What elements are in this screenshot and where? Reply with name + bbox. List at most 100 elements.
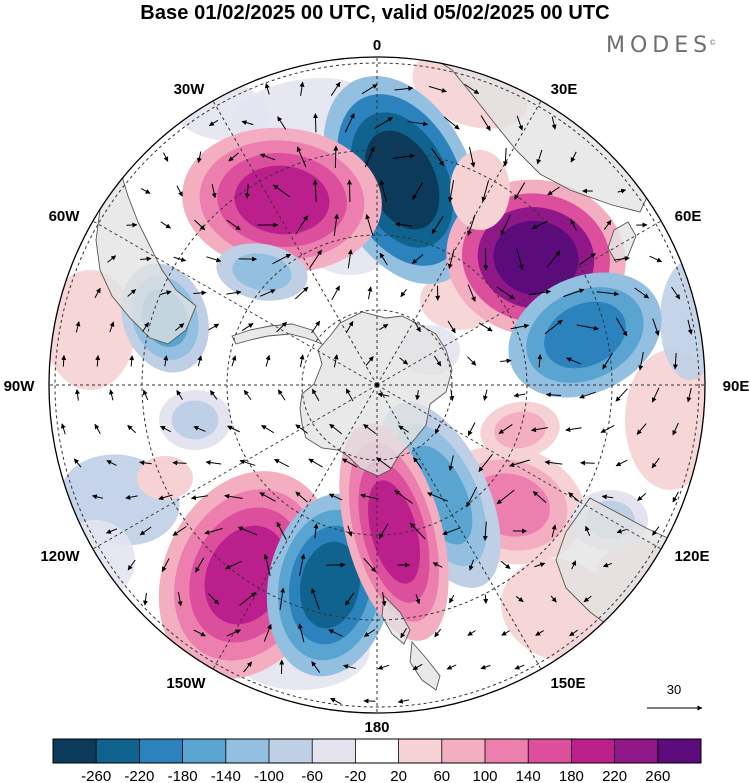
wind-vector bbox=[299, 354, 305, 368]
wind-vector bbox=[544, 319, 563, 335]
wind-vector bbox=[73, 458, 82, 468]
wind-vector bbox=[478, 454, 493, 473]
wind-vector bbox=[636, 423, 647, 435]
wind-vector bbox=[139, 460, 152, 466]
wind-vector bbox=[277, 116, 287, 130]
wind-vector bbox=[467, 356, 477, 366]
wind-vector bbox=[237, 526, 258, 536]
wind-vector bbox=[537, 354, 543, 368]
wind-vector bbox=[615, 388, 628, 402]
wind-vector bbox=[61, 354, 67, 367]
wind-vector bbox=[331, 285, 340, 301]
wind-vector bbox=[129, 355, 135, 367]
wind-vector bbox=[398, 425, 409, 433]
graticule bbox=[49, 57, 705, 713]
wind-vector bbox=[75, 321, 81, 333]
colorbar-bin bbox=[485, 739, 529, 763]
wind-vector bbox=[637, 493, 647, 501]
wind-vector bbox=[672, 422, 679, 436]
wind-vector bbox=[299, 81, 305, 96]
wind-vector bbox=[261, 424, 274, 434]
lon-label-0: 0 bbox=[373, 37, 381, 54]
colorbar-tick-label: -20 bbox=[345, 768, 367, 783]
lon-label-30e: 30E bbox=[551, 81, 578, 98]
wind-vector bbox=[381, 592, 387, 607]
wind-vector bbox=[140, 256, 152, 262]
wind-vector bbox=[501, 630, 510, 636]
wind-vector bbox=[466, 486, 478, 508]
wind-vector bbox=[312, 179, 318, 203]
modes-logo-text: MODES bbox=[606, 33, 713, 58]
wind-vector bbox=[259, 492, 276, 502]
wind-vector bbox=[428, 85, 447, 93]
wind-vector bbox=[109, 321, 115, 333]
wind-vector bbox=[345, 592, 355, 606]
wind-vector bbox=[140, 188, 151, 194]
colorbar: -260 -220 -180 -140 -100 -60 -20 20 60 100 140 180 2… bbox=[52, 738, 702, 783]
meridian-line bbox=[376, 384, 662, 550]
wind-vector bbox=[161, 558, 170, 572]
anomaly-contour bbox=[494, 411, 546, 449]
wind-vector bbox=[243, 661, 253, 673]
wind-vector bbox=[142, 592, 148, 606]
anomaly-feature bbox=[508, 272, 662, 398]
wind-vector bbox=[442, 527, 461, 536]
wind-vector bbox=[510, 323, 530, 330]
wind-vector bbox=[432, 562, 443, 568]
wind-vector bbox=[276, 321, 288, 333]
colorbar-bin bbox=[614, 739, 659, 763]
colorbar-tick-label: -60 bbox=[301, 768, 323, 783]
wind-vector bbox=[106, 460, 117, 466]
wind-vector bbox=[516, 248, 524, 271]
wind-vector bbox=[279, 587, 286, 610]
colorbar-tick-label: 100 bbox=[472, 768, 497, 783]
colorbar-tick-label: 60 bbox=[433, 768, 450, 783]
wind-vector bbox=[330, 697, 342, 705]
south-pole-dot bbox=[375, 383, 379, 387]
wind-vector bbox=[326, 562, 346, 568]
wind-vector bbox=[274, 458, 290, 468]
wind-vector bbox=[364, 146, 375, 168]
wind-vector bbox=[448, 455, 454, 472]
wind-vector bbox=[514, 182, 526, 200]
wind-vector bbox=[576, 324, 599, 331]
wind-vector bbox=[535, 630, 544, 636]
wind-vector bbox=[412, 182, 424, 200]
wind-vector bbox=[345, 388, 354, 402]
anomaly-contour bbox=[232, 253, 292, 291]
wind-vector bbox=[615, 317, 628, 337]
wind-vector bbox=[516, 115, 524, 131]
wind-vector bbox=[105, 528, 118, 534]
wind-vector bbox=[363, 629, 376, 637]
wind-vector bbox=[500, 214, 511, 236]
wind-vector bbox=[638, 351, 644, 371]
wind-vector bbox=[514, 664, 525, 670]
wind-vector bbox=[467, 214, 476, 236]
wind-vector bbox=[464, 83, 480, 95]
wind-vector bbox=[509, 459, 530, 468]
wind-vector bbox=[225, 560, 243, 570]
wind-vector bbox=[127, 424, 137, 434]
map-border bbox=[48, 56, 706, 714]
wind-vector bbox=[478, 322, 493, 332]
colorbar-frame bbox=[52, 738, 702, 764]
wind-vector bbox=[651, 387, 660, 403]
wind-vector bbox=[296, 146, 307, 168]
wind-vector bbox=[142, 322, 150, 332]
wind-vector bbox=[545, 392, 561, 398]
wind-vector bbox=[193, 426, 206, 432]
colorbar-bin bbox=[398, 739, 443, 763]
meridian-line bbox=[92, 384, 378, 550]
wind-vector bbox=[483, 594, 489, 604]
colorbar-tick-label: 260 bbox=[645, 768, 670, 783]
madagascar-land bbox=[607, 221, 637, 263]
wind-vector bbox=[652, 318, 660, 336]
wind-vector bbox=[686, 388, 692, 403]
colorbar-tick-label: -140 bbox=[211, 768, 241, 783]
wind-vector bbox=[176, 185, 183, 197]
wind-vector bbox=[602, 562, 613, 568]
colorbar-tick-label: -260 bbox=[81, 768, 111, 783]
anomaly-feature bbox=[450, 150, 510, 230]
meridian-line bbox=[376, 220, 662, 386]
wind-vector bbox=[551, 116, 557, 130]
